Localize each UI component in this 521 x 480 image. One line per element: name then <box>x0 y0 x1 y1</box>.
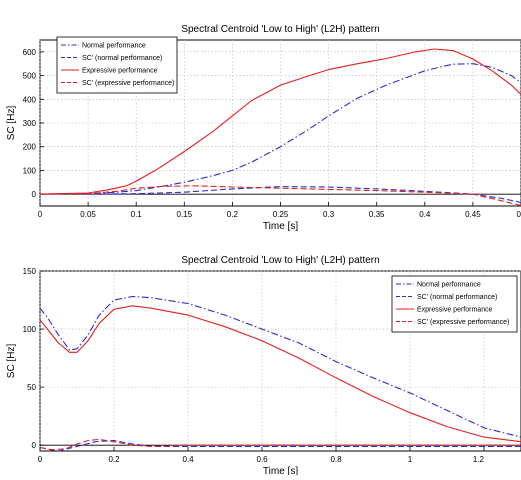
chart-title: Spectral Centroid 'Low to High' (L2H) pa… <box>181 24 379 35</box>
x-tick-label: 0.6 <box>256 455 268 464</box>
x-tick-label: 0.15 <box>177 210 193 219</box>
series-line-4 <box>40 185 521 206</box>
y-tick-label: 600 <box>23 48 37 57</box>
chart-2: 0 0.2 0.4 0.6 0.8 1 1.2 0 50 100 150 Spectral Centr… <box>6 255 521 477</box>
x-tick-label: 0.25 <box>273 210 289 219</box>
x-tick-label: 0.2 <box>108 455 120 464</box>
y-axis-label: SC [Hz] <box>6 106 17 141</box>
y-tick-label: 100 <box>23 166 37 175</box>
y-tick-label: 50 <box>27 383 36 392</box>
y-tick-label: 150 <box>23 267 37 276</box>
legend-box <box>56 36 178 94</box>
y-tick-label: 0 <box>32 441 37 450</box>
chart-title: Spectral Centroid 'Low to High' (L2H) pa… <box>181 255 379 266</box>
legend-label: Expressive performance <box>82 68 158 75</box>
y-tick-label: 100 <box>23 325 37 334</box>
y-tick-label: 300 <box>23 119 37 128</box>
x-tick-label: 0.4 <box>182 455 194 464</box>
y-tick-label: 400 <box>23 95 37 104</box>
y-tick-label: 500 <box>23 72 37 81</box>
legend-label: SC' (normal performance) <box>82 55 162 62</box>
legend-box <box>391 275 518 333</box>
x-tick-label: 1.2 <box>473 455 485 464</box>
x-tick-label: 0.1 <box>131 210 143 219</box>
y-axis-label: SC [Hz] <box>6 344 17 379</box>
legend-label: Expressive performance <box>417 307 493 314</box>
series-line-3 <box>40 48 521 195</box>
series-line-4 <box>40 438 521 451</box>
x-tick-label: 0 <box>38 455 43 464</box>
series-line-3 <box>40 305 521 443</box>
legend-label: SC' (normal performance) <box>417 294 497 301</box>
x-tick-label: 0.05 <box>80 210 96 219</box>
chart-1: 0 0.05 0.1 0.15 0.2 0.25 0.3 0.35 0.4 0.45 0 0 100 20… <box>6 24 521 232</box>
series-line-2 <box>40 186 521 203</box>
x-tick-label: 0.35 <box>369 210 385 219</box>
series-line-1 <box>40 295 521 438</box>
x-tick-label: 1 <box>408 455 413 464</box>
x-tick-label: 0 <box>38 210 43 219</box>
x-tick-label: 0.8 <box>330 455 342 464</box>
legend-label: Normal performance <box>82 43 146 50</box>
x-tick-label: 0.45 <box>465 210 481 219</box>
y-tick-label: 200 <box>23 143 37 152</box>
y-tick-label: 0 <box>32 190 37 199</box>
x-tick-label: 0.3 <box>323 210 335 219</box>
x-axis-label: Time [s] <box>263 466 298 475</box>
legend-label: Normal performance <box>417 282 481 289</box>
x-tick-label: 0 <box>517 210 521 219</box>
x-axis-label: Time [s] <box>263 221 298 232</box>
x-tick-label: 0.4 <box>419 210 431 219</box>
x-tick-label: 0.2 <box>227 210 239 219</box>
legend-label: SC' (expressive performance) <box>417 319 509 326</box>
legend-label: SC' (expressive performance) <box>82 80 174 87</box>
series-line-1 <box>40 63 521 195</box>
